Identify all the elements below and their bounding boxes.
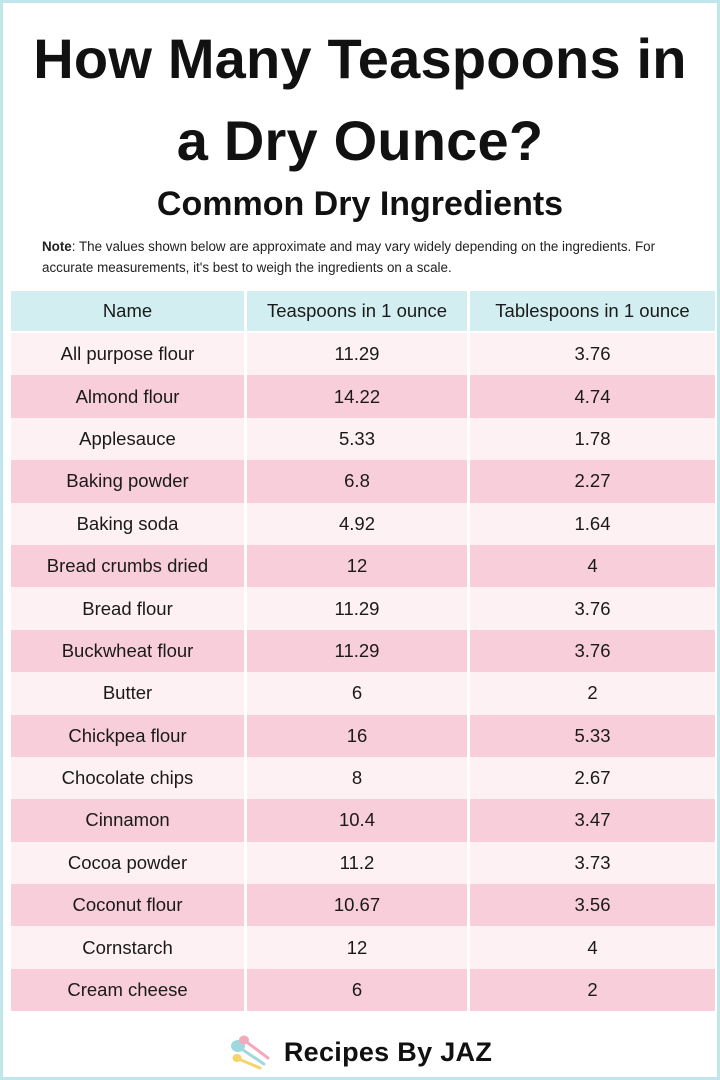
table-row: Bread crumbs dried 12 4 [11, 544, 715, 588]
table-row: Cornstarch 12 4 [11, 926, 715, 969]
cell-teaspoons: 16 [247, 714, 467, 757]
cell-tablespoons: 3.73 [470, 841, 715, 885]
cell-ingredient-name: Baking soda [11, 502, 244, 545]
table-row: Bread flour 11.29 3.76 [11, 587, 715, 630]
cell-ingredient-name: Bread crumbs dried [11, 544, 244, 588]
cell-teaspoons: 4.92 [247, 502, 467, 545]
cell-ingredient-name: Butter [11, 672, 244, 715]
cell-ingredient-name: Cornstarch [11, 926, 244, 969]
cell-tablespoons: 4 [470, 926, 715, 969]
cell-ingredient-name: All purpose flour [11, 333, 244, 376]
table-row: All purpose flour 11.29 3.76 [11, 333, 715, 376]
cell-teaspoons: 6 [247, 968, 467, 1012]
table-row: Baking soda 4.92 1.64 [11, 502, 715, 545]
cell-teaspoons: 11.29 [247, 629, 467, 673]
table-row: Coconut flour 10.67 3.56 [11, 884, 715, 927]
table-row: Butter 6 2 [11, 672, 715, 715]
cell-ingredient-name: Coconut flour [11, 884, 244, 927]
title-line-1: How Many Teaspoons in [33, 27, 687, 90]
brand-name: Recipes By JAZ [283, 1036, 493, 1067]
column-header-name: Name [11, 291, 244, 333]
cell-tablespoons: 5.33 [470, 714, 715, 757]
note-label: Note [42, 239, 72, 254]
column-header-teaspoons: Teaspoons in 1 ounce [247, 291, 467, 333]
cell-teaspoons: 11.29 [247, 333, 467, 376]
page-title: How Many Teaspoons in a Dry Ounce? [0, 18, 720, 182]
cell-teaspoons: 6 [247, 672, 467, 715]
cell-teaspoons: 5.33 [247, 417, 467, 461]
table-row: Buckwheat flour 11.29 3.76 [11, 629, 715, 673]
cell-teaspoons: 10.4 [247, 799, 467, 842]
table-row: Cocoa powder 11.2 3.73 [11, 841, 715, 885]
cell-ingredient-name: Cream cheese [11, 968, 244, 1012]
cell-tablespoons: 3.56 [470, 884, 715, 927]
measuring-spoons-icon [230, 1035, 270, 1070]
cell-tablespoons: 2.27 [470, 460, 715, 503]
note: Note: The values shown below are approxi… [42, 236, 692, 278]
cell-teaspoons: 12 [247, 926, 467, 969]
cell-teaspoons: 6.8 [247, 460, 467, 503]
cell-tablespoons: 1.64 [470, 502, 715, 545]
cell-tablespoons: 2.67 [470, 756, 715, 800]
subtitle: Common Dry Ingredients [156, 185, 564, 223]
table-row: Chocolate chips 8 2.67 [11, 756, 715, 800]
conversion-table: Name Teaspoons in 1 ounce Tablespoons in… [8, 291, 718, 1012]
cell-tablespoons: 2 [470, 672, 715, 715]
table-row: Chickpea flour 16 5.33 [11, 714, 715, 757]
cell-tablespoons: 3.76 [470, 587, 715, 630]
cell-ingredient-name: Almond flour [11, 375, 244, 418]
title-line-2: a Dry Ounce? [176, 109, 544, 172]
cell-ingredient-name: Chocolate chips [11, 756, 244, 800]
cell-tablespoons: 3.47 [470, 799, 715, 842]
cell-ingredient-name: Buckwheat flour [11, 629, 244, 673]
cell-ingredient-name: Cinnamon [11, 799, 244, 842]
column-header-tablespoons: Tablespoons in 1 ounce [470, 291, 715, 333]
cell-tablespoons: 3.76 [470, 333, 715, 376]
cell-ingredient-name: Applesauce [11, 417, 244, 461]
cell-tablespoons: 3.76 [470, 629, 715, 673]
cell-teaspoons: 12 [247, 544, 467, 588]
cell-ingredient-name: Bread flour [11, 587, 244, 630]
cell-teaspoons: 10.67 [247, 884, 467, 927]
cell-tablespoons: 4.74 [470, 375, 715, 418]
cell-teaspoons: 11.2 [247, 841, 467, 885]
table-row: Applesauce 5.33 1.78 [11, 417, 715, 461]
cell-tablespoons: 4 [470, 544, 715, 588]
cell-tablespoons: 1.78 [470, 417, 715, 461]
cell-teaspoons: 14.22 [247, 375, 467, 418]
cell-ingredient-name: Baking powder [11, 460, 244, 503]
note-text: : The values shown below are approximate… [42, 239, 656, 275]
table-header-row: Name Teaspoons in 1 ounce Tablespoons in… [11, 291, 715, 333]
footer: Recipes By JAZ [0, 1030, 720, 1074]
table-row: Almond flour 14.22 4.74 [11, 375, 715, 418]
table-row: Cream cheese 6 2 [11, 968, 715, 1012]
cell-tablespoons: 2 [470, 968, 715, 1012]
cell-teaspoons: 8 [247, 756, 467, 800]
cell-ingredient-name: Chickpea flour [11, 714, 244, 757]
table-row: Cinnamon 10.4 3.47 [11, 799, 715, 842]
table-row: Baking powder 6.8 2.27 [11, 460, 715, 503]
cell-teaspoons: 11.29 [247, 587, 467, 630]
cell-ingredient-name: Cocoa powder [11, 841, 244, 885]
